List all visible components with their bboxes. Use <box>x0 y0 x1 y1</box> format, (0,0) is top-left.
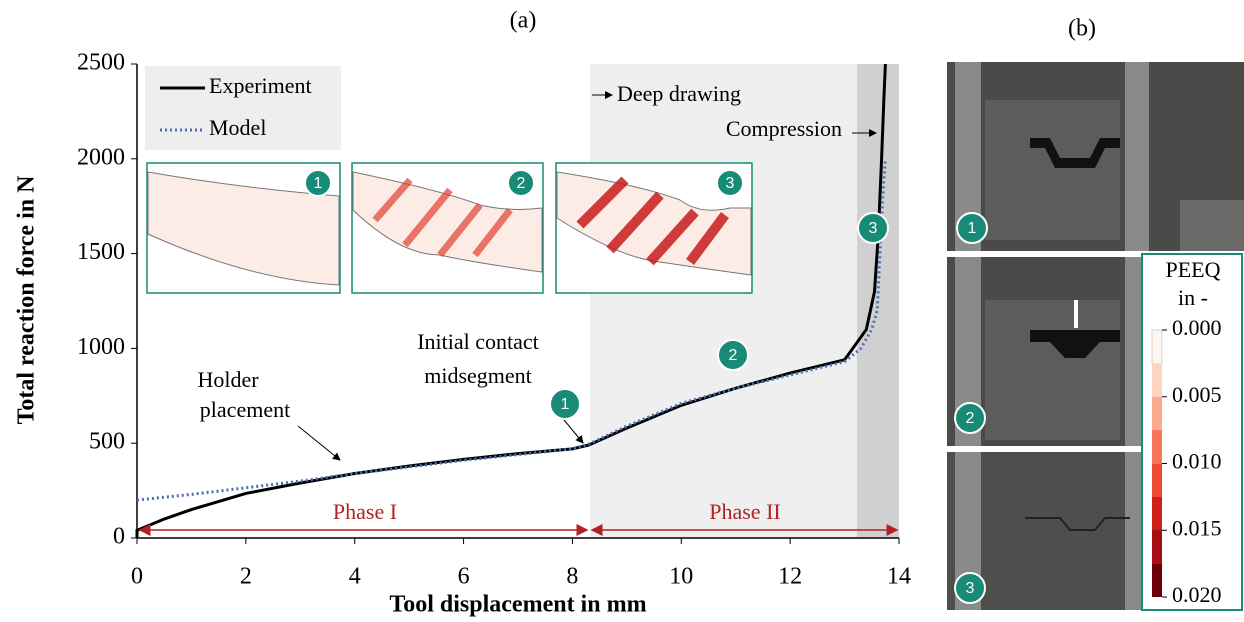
x-axis-title: Tool displacement in mm <box>389 592 646 618</box>
step-badge: 3 <box>857 212 889 244</box>
x-tick-label: 2 <box>240 564 252 590</box>
inset <box>555 162 753 294</box>
svg-text:2: 2 <box>729 347 738 364</box>
legend-label: Experiment <box>209 73 312 98</box>
photo: 3 <box>947 452 1142 610</box>
legend <box>145 66 341 150</box>
svg-text:1: 1 <box>314 175 323 192</box>
x-tick-label: 4 <box>349 564 361 590</box>
step-badge: 2 <box>717 339 749 371</box>
annotation: Deep drawing <box>617 81 741 106</box>
svg-text:1: 1 <box>968 220 977 237</box>
colorbar-title: PEEQ <box>1166 257 1221 282</box>
photo: 2 <box>947 257 1142 446</box>
phase-label: Phase I <box>333 499 397 524</box>
compression-shade <box>857 64 899 538</box>
svg-text:2: 2 <box>966 410 975 427</box>
inset <box>351 162 544 294</box>
photo: 1 <box>947 62 1244 251</box>
x-tick-label: 14 <box>887 564 911 590</box>
colorbar-tick-label: 0.000 <box>1172 315 1222 340</box>
annotation: midsegment <box>424 363 532 388</box>
y-tick-label: 1000 <box>77 334 125 360</box>
colorbar-tick-label: 0.015 <box>1172 515 1222 540</box>
annotation: Holder <box>197 367 259 392</box>
y-tick-label: 1500 <box>77 239 125 265</box>
colorbar-title: in - <box>1178 285 1208 310</box>
svg-text:3: 3 <box>726 175 735 192</box>
step-badge: 3 <box>716 169 744 197</box>
step-badge: 1 <box>549 388 581 420</box>
svg-text:2: 2 <box>517 175 526 192</box>
step-badge: 1 <box>304 169 332 197</box>
phase-shade <box>590 64 857 538</box>
legend-label: Model <box>209 115 266 140</box>
y-tick-label: 500 <box>89 429 125 455</box>
svg-text:1: 1 <box>561 396 570 413</box>
x-tick-label: 0 <box>131 564 143 590</box>
svg-text:3: 3 <box>966 580 975 597</box>
y-axis-title: Total reaction force in N <box>14 175 40 425</box>
panel-label: (a) <box>510 8 537 34</box>
x-tick-label: 10 <box>669 564 693 590</box>
x-tick-label: 6 <box>458 564 470 590</box>
colorbar <box>1151 329 1163 597</box>
colorbar-tick-label: 0.005 <box>1172 382 1222 407</box>
y-tick-label: 0 <box>113 524 125 550</box>
annotation: Compression <box>726 116 842 141</box>
x-tick-label: 8 <box>566 564 578 590</box>
data-line <box>136 158 887 502</box>
annotation: Initial contact <box>417 329 539 354</box>
annotation-arrow <box>297 425 341 461</box>
colorbar-tick-label: 0.010 <box>1172 449 1222 474</box>
panel-label: (b) <box>1068 16 1096 42</box>
y-tick-label: 2500 <box>77 50 125 76</box>
step-badge: 2 <box>507 169 535 197</box>
annotation: placement <box>200 397 290 422</box>
y-tick-label: 2000 <box>77 144 125 170</box>
colorbar-tick-label: 0.020 <box>1172 582 1222 607</box>
phase-label: Phase II <box>709 499 780 524</box>
x-tick-label: 12 <box>778 564 802 590</box>
svg-text:3: 3 <box>869 220 878 237</box>
